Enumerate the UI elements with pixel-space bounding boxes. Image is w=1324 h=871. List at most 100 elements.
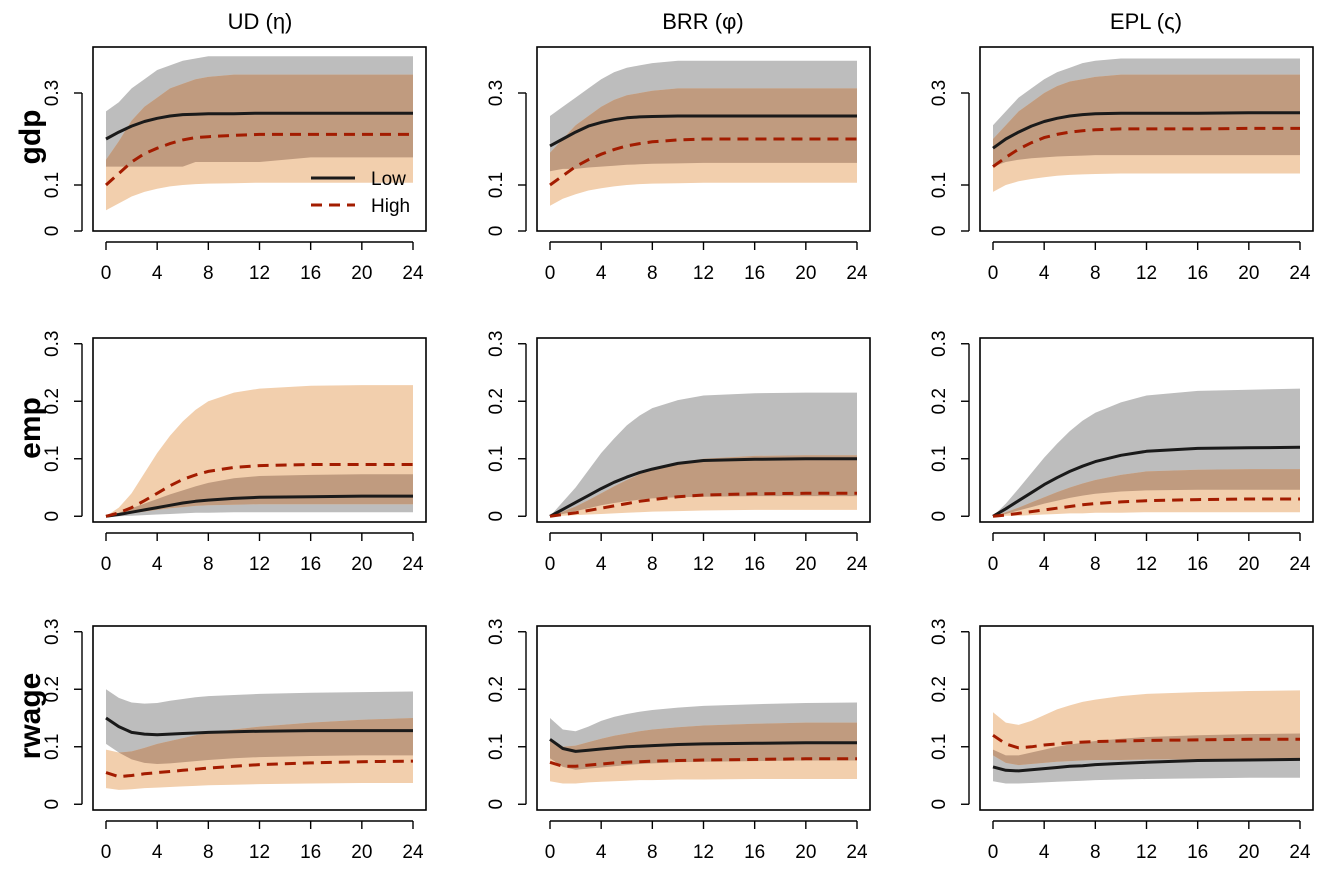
x-tick-label: 24 bbox=[1289, 842, 1311, 863]
line-high bbox=[105, 463, 413, 518]
y-tick-label: 0.1 bbox=[929, 172, 950, 198]
y-tick-label: 0 bbox=[929, 511, 950, 522]
x-tick-label: 12 bbox=[249, 842, 270, 863]
y-tick-label: 0.2 bbox=[42, 388, 63, 414]
panel-plot-area bbox=[992, 58, 1300, 192]
panel-emp-ud: 0 4 8 12 16 20 24 0 0.1 0.2 0.3 bbox=[42, 331, 427, 575]
band-overlap bbox=[550, 455, 857, 517]
column-titles: UD (η) BRR (φ) EPL (ς) bbox=[228, 9, 1182, 34]
panel-frame bbox=[536, 337, 871, 523]
y-tick-label: 0 bbox=[42, 799, 63, 810]
line-high bbox=[104, 132, 413, 187]
row-label-rwage: rwage bbox=[14, 673, 47, 760]
x-tick-label: 8 bbox=[1090, 842, 1101, 863]
panel-gdp-epl: 0 4 8 12 16 20 24 0 0.1 0.3 bbox=[929, 46, 1314, 284]
y-tick-label: 0 bbox=[486, 511, 507, 522]
panel-plot-area bbox=[549, 60, 857, 206]
panel-frame bbox=[536, 46, 871, 232]
x-tick-label: 0 bbox=[545, 842, 556, 863]
y-tick-label: 0.1 bbox=[486, 446, 507, 472]
y-tick-label: 0.3 bbox=[929, 331, 950, 357]
panel-gdp-ud: 0 4 8 12 16 20 24 0 0.1 0.3 bbox=[42, 46, 427, 284]
column-title-ud: UD (η) bbox=[228, 9, 293, 34]
x-tick-label: 4 bbox=[152, 554, 163, 575]
y-tick-label: 0.2 bbox=[42, 676, 63, 702]
x-tick-label: 20 bbox=[351, 554, 372, 575]
row-labels: gdp emp rwage bbox=[14, 110, 47, 760]
y-tick-label: 0.2 bbox=[929, 676, 950, 702]
y-tick-label: 0.3 bbox=[42, 80, 63, 106]
x-tick-label: 4 bbox=[1039, 842, 1050, 863]
x-tick-label: 20 bbox=[795, 842, 816, 863]
x-tick-label: 0 bbox=[101, 554, 112, 575]
x-tick-label: 8 bbox=[647, 842, 658, 863]
y-tick-label: 0.3 bbox=[929, 80, 950, 106]
y-tick-label: 0 bbox=[486, 226, 507, 237]
panel-frame bbox=[92, 337, 427, 523]
panel-rwage-ud: 0 4 8 12 16 20 24 0 0.1 0.2 0.3 bbox=[42, 619, 427, 863]
legend-low-label: Low bbox=[371, 169, 406, 190]
x-tick-label: 8 bbox=[203, 263, 214, 284]
y-tick-label: 0.3 bbox=[486, 619, 507, 645]
x-tick-label: 16 bbox=[1187, 842, 1208, 863]
y-tick-label: 0.1 bbox=[42, 734, 63, 760]
x-tick-label: 4 bbox=[596, 842, 607, 863]
x-tick-label: 24 bbox=[402, 554, 424, 575]
y-tick-label: 0.3 bbox=[486, 80, 507, 106]
line-low bbox=[549, 738, 857, 753]
band-overlap bbox=[993, 733, 1300, 766]
line-low bbox=[992, 445, 1301, 518]
panel-frame bbox=[536, 625, 871, 811]
y-tick-label: 0.1 bbox=[486, 734, 507, 760]
y-tick-label: 0 bbox=[486, 799, 507, 810]
legend: Low High bbox=[311, 169, 410, 217]
x-tick-label: 20 bbox=[351, 263, 372, 284]
x-tick-label: 8 bbox=[1090, 554, 1101, 575]
line-high bbox=[992, 126, 1300, 168]
x-tick-label: 0 bbox=[545, 263, 556, 284]
x-tick-label: 0 bbox=[988, 263, 999, 284]
panel-rwage-brr: 0 4 8 12 16 20 24 0 0.1 0.2 0.3 bbox=[486, 619, 871, 863]
line-low bbox=[105, 494, 413, 518]
panel-plot-area bbox=[992, 690, 1301, 784]
x-tick-label: 20 bbox=[1238, 263, 1259, 284]
y-tick-label: 0.2 bbox=[486, 388, 507, 414]
x-tick-label: 20 bbox=[1238, 842, 1259, 863]
band-overlap bbox=[106, 474, 413, 517]
x-tick-label: 20 bbox=[351, 842, 372, 863]
x-tick-label: 24 bbox=[846, 842, 868, 863]
line-high bbox=[105, 759, 414, 779]
x-tick-label: 16 bbox=[744, 263, 765, 284]
y-tick-label: 0.3 bbox=[929, 619, 950, 645]
y-tick-label: 0.1 bbox=[929, 446, 950, 472]
y-tick-label: 0.2 bbox=[486, 676, 507, 702]
panel-gdp-brr: 0 4 8 12 16 20 24 0 0.1 0.3 bbox=[486, 46, 871, 284]
x-tick-label: 4 bbox=[152, 842, 163, 863]
band-overlap bbox=[550, 722, 857, 770]
x-tick-label: 8 bbox=[647, 263, 658, 284]
y-tick-label: 0.1 bbox=[929, 734, 950, 760]
line-high bbox=[549, 491, 857, 518]
x-tick-label: 16 bbox=[1187, 554, 1208, 575]
panel-plot-area bbox=[104, 56, 413, 211]
x-tick-label: 20 bbox=[1238, 554, 1259, 575]
y-tick-label: 0 bbox=[42, 226, 63, 237]
panel-plot-area bbox=[549, 392, 857, 518]
panel-frame bbox=[979, 625, 1314, 811]
band-overlap bbox=[550, 88, 857, 172]
x-tick-label: 24 bbox=[846, 554, 868, 575]
x-tick-label: 12 bbox=[693, 263, 714, 284]
x-tick-label: 4 bbox=[596, 263, 607, 284]
x-tick-label: 12 bbox=[249, 554, 270, 575]
x-tick-label: 12 bbox=[693, 842, 714, 863]
x-tick-label: 24 bbox=[402, 842, 424, 863]
x-tick-label: 8 bbox=[1090, 263, 1101, 284]
y-tick-label: 0.1 bbox=[42, 172, 63, 198]
y-tick-label: 0.3 bbox=[42, 619, 63, 645]
y-tick-label: 0.1 bbox=[486, 172, 507, 198]
x-tick-label: 16 bbox=[300, 554, 321, 575]
column-title-brr: BRR (φ) bbox=[662, 9, 743, 34]
line-high bbox=[549, 137, 857, 187]
x-tick-label: 4 bbox=[152, 263, 163, 284]
panel-emp-brr: 0 4 8 12 16 20 24 0 0.1 0.2 0.3 bbox=[486, 331, 871, 575]
